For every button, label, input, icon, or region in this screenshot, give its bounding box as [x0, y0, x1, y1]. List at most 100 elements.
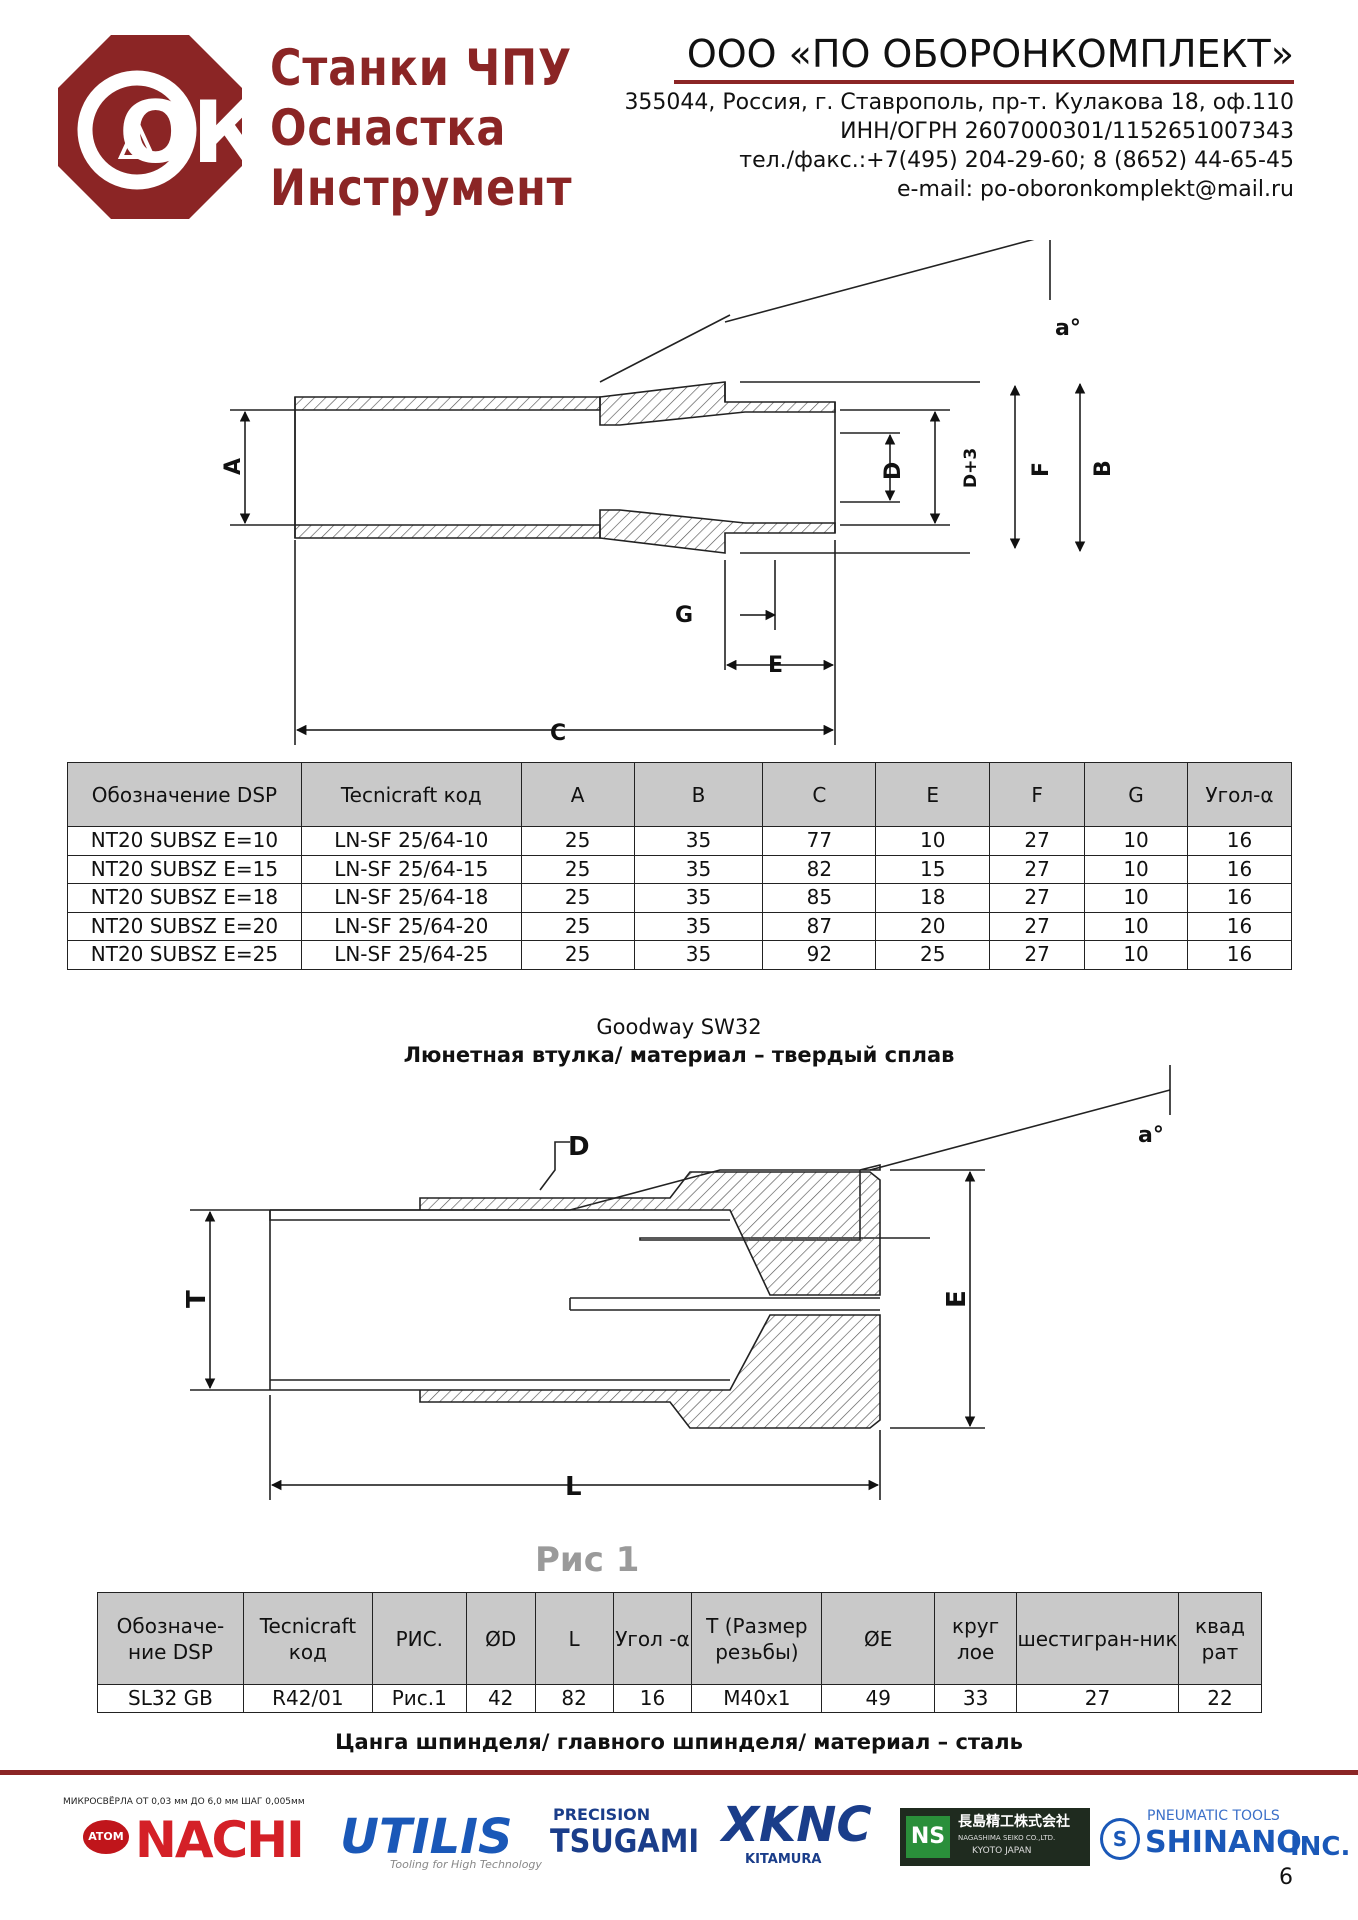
section-subtitle: Люнетная втулка/ материал – твердый спла…: [403, 1043, 955, 1067]
tagline: Станки ЧПУ Оснастка Инструмент: [270, 38, 572, 218]
company-address: 355044, Россия, г. Ставрополь, пр-т. Кул…: [624, 90, 1294, 115]
table-cell: 77: [762, 826, 877, 856]
kyoto-label: KYOTO JAPAN: [972, 1846, 1032, 1856]
table-header-row: Обозначение DSP Tecnicraft код A B C E F…: [67, 762, 1293, 827]
inc-label: INC.: [1290, 1832, 1351, 1862]
atom-logo: ATOM: [83, 1820, 129, 1854]
table-cell: 10: [1084, 854, 1188, 884]
header-cell: G: [1084, 762, 1188, 827]
shinano-logo: SHINANO: [1145, 1825, 1302, 1860]
table-cell: 35: [633, 911, 764, 941]
table-cell: 27: [989, 883, 1086, 913]
brand-logos: МИКРОСВЁРЛА ОТ 0,03 мм ДО 6,0 мм ШАГ 0,0…: [60, 1792, 1350, 1872]
tsugami-tagline: PRECISION: [553, 1805, 651, 1824]
header-cell: РИС.: [371, 1592, 467, 1685]
drawing-collet-1: A C E G D D+3 F B a°: [221, 240, 1116, 746]
company-name: ООО «ПО ОБОРОНКОМПЛЕКТ»: [686, 32, 1294, 76]
table-cell: 27: [989, 940, 1086, 970]
company-email: e-mail: po-oboronkomplekt@mail.ru: [897, 177, 1294, 202]
table-cell: 27: [1016, 1684, 1179, 1713]
table-cell: 33: [934, 1684, 1018, 1713]
table-cell: 10: [1084, 826, 1188, 856]
header-cell: E: [875, 762, 991, 827]
table-cell: 22: [1177, 1684, 1263, 1713]
table-cell: 27: [989, 854, 1086, 884]
table-cell: NT20 SUBSZ E=15: [67, 854, 302, 884]
table-cell: 16: [1186, 940, 1293, 970]
nachi-tagline: МИКРОСВЁРЛА ОТ 0,03 мм ДО 6,0 мм ШАГ 0,0…: [63, 1797, 305, 1807]
label-F: F: [1029, 462, 1054, 477]
spec-table-1: Обозначение DSP Tecnicraft код A B C E F…: [67, 762, 1293, 970]
tagline-line-3: Инструмент: [270, 159, 573, 217]
label-T: T: [182, 1290, 212, 1308]
table-cell: 35: [633, 826, 764, 856]
table-row: NT20 SUBSZ E=10 LN-SF 25/64-10 25 35 77 …: [67, 826, 1293, 856]
ns-logo: NS: [906, 1816, 950, 1858]
table-cell: 16: [1186, 826, 1293, 856]
header-cell: B: [633, 762, 764, 827]
table-cell: LN-SF 25/64-25: [300, 940, 522, 970]
label-D: D: [881, 462, 906, 480]
table-cell: 16: [1186, 883, 1293, 913]
nachi-logo: NACHI: [135, 1811, 305, 1869]
table-cell: 25: [520, 911, 635, 941]
table-cell: NT20 SUBSZ E=25: [67, 940, 302, 970]
table-cell: 10: [1084, 911, 1188, 941]
header-cell: Tecnicraft код: [300, 762, 522, 827]
label-L: L: [565, 1472, 582, 1502]
table-cell: 10: [1084, 883, 1188, 913]
tagline-line-2: Оснастка: [270, 99, 507, 157]
logo-text: ОК: [119, 83, 245, 183]
table-cell: LN-SF 25/64-15: [300, 854, 522, 884]
table-cell: 10: [875, 826, 991, 856]
table-cell: 25: [520, 940, 635, 970]
drawing-bushing: T D L E a°: [182, 1065, 1171, 1502]
header-cell: Угол -α: [612, 1592, 693, 1685]
table-cell: 82: [534, 1684, 614, 1713]
tagline-line-1: Станки ЧПУ: [270, 39, 572, 97]
header-cell: ØD: [465, 1592, 536, 1685]
table-cell: 82: [762, 854, 877, 884]
table-cell: 15: [875, 854, 991, 884]
section-caption-spindle: Цанга шпинделя/ главного шпинделя/ матер…: [335, 1730, 1023, 1754]
table-cell: 10: [1084, 940, 1188, 970]
header-cell: ØE: [821, 1592, 936, 1685]
label-B: B: [1091, 460, 1116, 477]
label-G: G: [675, 603, 693, 628]
company-logo: ОК: [58, 35, 245, 219]
table-row: SL32 GB R42/01 Рис.1 42 82 16 M40x1 49 3…: [97, 1684, 1263, 1713]
table-cell: 42: [465, 1684, 536, 1713]
label-E2: E: [942, 1290, 972, 1308]
utilis-logo: UTILIS: [340, 1809, 513, 1865]
table-cell: LN-SF 25/64-10: [300, 826, 522, 856]
nagashima-name: 長島精工株式会社: [958, 1814, 1070, 1830]
table-cell: 87: [762, 911, 877, 941]
utilis-tagline: Tooling for High Technology: [390, 1858, 542, 1871]
header-cell: Угол-α: [1186, 762, 1293, 827]
table-cell: LN-SF 25/64-18: [300, 883, 522, 913]
table-cell: NT20 SUBSZ E=10: [67, 826, 302, 856]
table-cell: 25: [520, 883, 635, 913]
table-cell: LN-SF 25/64-20: [300, 911, 522, 941]
table-header-row: Обозначе-ние DSP Tecnicraft код РИС. ØD …: [97, 1592, 1263, 1685]
spec-table-2: Обозначе-ние DSP Tecnicraft код РИС. ØD …: [97, 1592, 1263, 1713]
table-cell: SL32 GB: [97, 1684, 244, 1713]
table-cell: R42/01: [242, 1684, 373, 1713]
header-cell: шестигран-ник: [1016, 1592, 1179, 1685]
table-cell: 16: [612, 1684, 693, 1713]
figure-label: Рис 1: [535, 1540, 640, 1580]
table-cell: 16: [1186, 854, 1293, 884]
table-cell: 35: [633, 854, 764, 884]
header-cell: круг лое: [934, 1592, 1018, 1685]
table-cell: 35: [633, 940, 764, 970]
footer-divider: [0, 1770, 1358, 1775]
table-cell: 20: [875, 911, 991, 941]
label-D2: D: [568, 1132, 590, 1162]
table-cell: NT20 SUBSZ E=18: [67, 883, 302, 913]
table-cell: 16: [1186, 911, 1293, 941]
table-row: NT20 SUBSZ E=20 LN-SF 25/64-20 25 35 87 …: [67, 911, 1293, 941]
table-cell: 25: [875, 940, 991, 970]
table-cell: 25: [520, 854, 635, 884]
table-row: NT20 SUBSZ E=18 LN-SF 25/64-18 25 35 85 …: [67, 883, 1293, 913]
table-cell: 27: [989, 826, 1086, 856]
